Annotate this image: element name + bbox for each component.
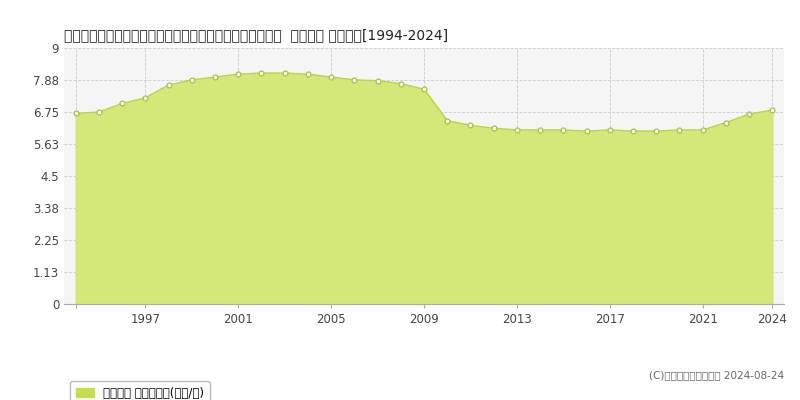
Text: (C)土地価格ドットコム 2024-08-24: (C)土地価格ドットコム 2024-08-24 [649, 370, 784, 380]
Legend: 地価公示 平均坪単価(万円/坪): 地価公示 平均坪単価(万円/坪) [70, 381, 210, 400]
Text: 北海道上川郡東神楽町ひじり野北１条１丁目９５番１００  地価公示 地価推移[1994-2024]: 北海道上川郡東神楽町ひじり野北１条１丁目９５番１００ 地価公示 地価推移[199… [64, 29, 448, 43]
